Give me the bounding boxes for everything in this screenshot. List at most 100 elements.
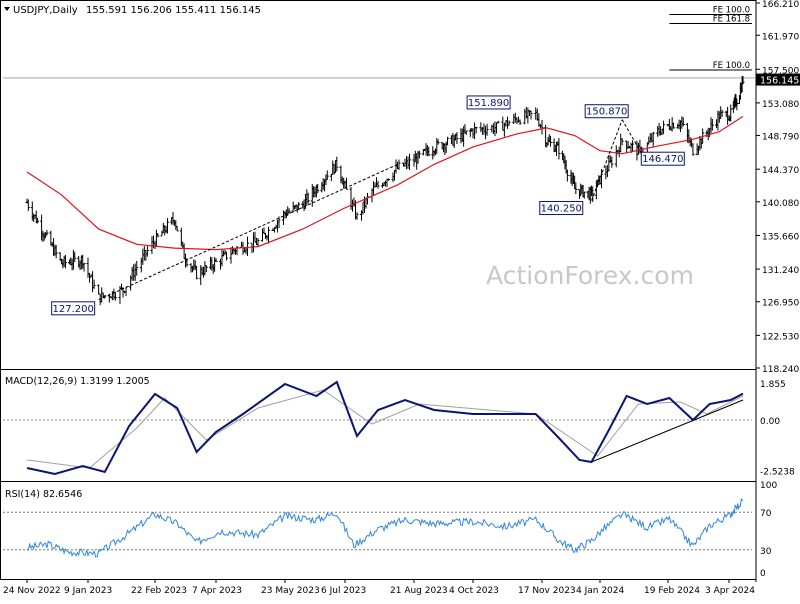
ohlc-bar [63,254,67,269]
ohlc-bar [397,159,401,170]
ohlc-bar [316,183,320,194]
ohlc-bar [491,123,495,134]
price-axis-tick-label: 140.080 [762,199,799,209]
ohlc-bar [97,284,101,295]
ohlc-bar [455,132,459,145]
macd-line [26,380,744,476]
ohlc-bar [36,217,40,224]
ohlc-values: 155.591 156.206 155.411 156.145 [86,5,261,16]
ohlc-bar [387,178,390,181]
ohlc-bar [145,246,149,257]
ohlc-bar [565,169,569,182]
macd-axis-tick-label: 0.00 [760,417,780,427]
price-axis-tick-label: 144.370 [762,166,799,176]
macd-label: MACD(12,26,9) 1.3199 1.2005 [5,376,150,387]
ohlc-bar [526,107,530,124]
price-axis-tick-label: 161.970 [762,32,799,42]
watermark: ActionForex.com [486,261,694,290]
ohlc-bar [537,113,541,127]
ohlc-bar [513,112,517,123]
moving-average-line [26,115,744,251]
ohlc-bar [662,120,666,135]
ohlc-bar [518,119,522,125]
date-axis-label: 4 Jan 2024 [576,586,624,596]
price-axis-tick-label: 157.500 [762,66,799,76]
ohlc-bar [691,143,695,156]
ohlc-bar [376,180,380,189]
ohlc-bar [246,236,249,256]
annotation-box [466,95,511,110]
ohlc-bar [493,121,497,137]
macd-signal-line [26,389,744,469]
last-price-tag [756,73,800,86]
ohlc-bar [496,120,500,124]
annotation-label: 150.870 [586,107,627,118]
annotation-label: 146.470 [642,154,683,165]
rsi-axis-tick-label: 70 [760,509,772,519]
axis-layer: 166.210 161.970 157.500 153.080 148.790 144.3… [3,0,800,596]
ohlc-bar [306,192,310,204]
date-axis-label: 7 Apr 2023 [192,586,242,596]
ohlc-bar [297,202,301,211]
annotation-box [640,151,685,166]
watermark-layer: ActionForex.com [486,261,694,290]
ohlc-bar [482,123,486,135]
annotation-label: 140.250 [541,204,582,215]
ohlc-bar [474,126,478,134]
ohlc-bar [548,135,552,147]
price-axis-tick-label: 122.530 [762,332,799,342]
price-panel: FE 100.0FE 161.8FE 100.0127.200151.89014… [3,5,756,316]
ohlc-bar [225,251,228,261]
date-axis-label: 19 Feb 2024 [644,586,700,596]
ohlc-bar [235,245,239,256]
ohlc-bar [534,107,538,120]
rsi-label: RSI(14) 82.6546 [5,489,82,500]
ohlc-bar [523,108,527,125]
ohlc-bar [92,279,96,289]
price-axis-tick-label: 153.080 [762,100,799,110]
ohlc-bar [681,117,685,127]
date-axis-label: 6 Jul 2023 [321,586,366,596]
annotation-label: 127.200 [52,304,93,315]
ohlc-bar [741,76,745,85]
ohlc-bar [195,265,199,280]
ohlc-bar [287,208,291,214]
rsi-panel: RSI(14) 82.6546 100 70 30 0 [3,481,777,579]
price-axis-tick-label: 148.790 [762,133,799,143]
ohlc-bar [427,146,431,156]
ohlc-bar [417,150,421,159]
date-axis-label: 17 Nov 2023 [518,586,576,596]
ohlc-bar [82,262,86,272]
price-axis-tick-label: 126.950 [762,299,799,309]
annotation-box [584,104,629,119]
ohlc-bar [335,156,339,172]
fib-label: FE 161.8 [713,14,750,24]
ohlc-bar [557,138,561,160]
ohlc-bar [113,291,117,301]
ohlc-bar [73,251,77,263]
ohlc-bar [355,212,359,220]
ohlc-bar [325,170,329,180]
ohlc-bar [672,122,676,129]
ohlc-bar [135,260,139,276]
chart-header: USDJPY,Daily 155.591 156.206 155.411 156… [4,5,261,16]
dropdown-triangle-icon[interactable] [4,7,10,11]
price-trendline [98,163,398,301]
ohlc-bar [267,226,270,244]
rsi-line [26,497,744,558]
date-axis-label: 22 Feb 2023 [131,586,187,596]
ohlc-bar [540,119,544,135]
price-axis-tick-label: 166.210 [762,0,799,10]
ohlc-bar [26,199,30,212]
ohlc-bar [490,124,494,133]
rsi-frame [0,481,757,580]
ohlc-bar [582,191,586,199]
last-price-label: 156.145 [760,76,799,87]
rsi-axis-tick-label: 100 [760,481,777,491]
ohlc-bar [471,128,475,139]
annotation-box [539,201,584,216]
price-trendline [621,119,642,154]
panel-frames [0,0,757,582]
macd-axis-tick-label: 1.855 [760,380,786,390]
